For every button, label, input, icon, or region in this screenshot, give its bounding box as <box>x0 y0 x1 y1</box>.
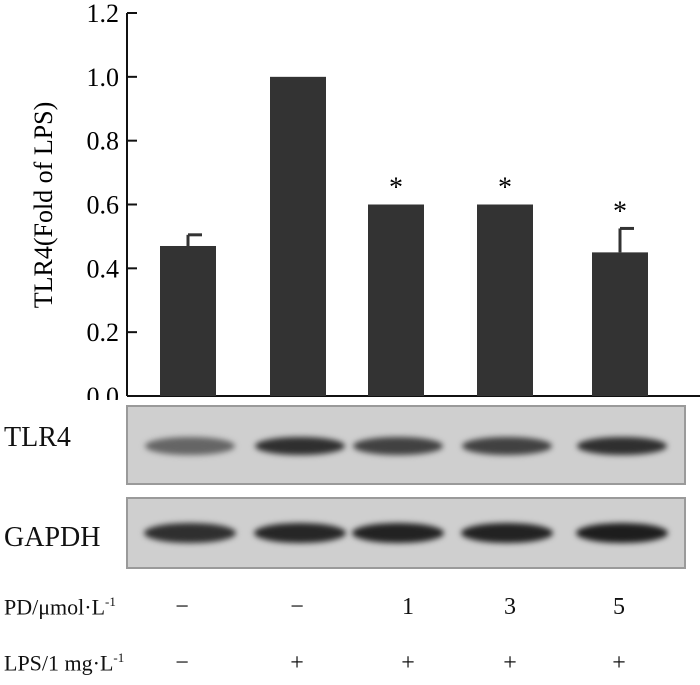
pd-value: 5 <box>613 594 625 620</box>
lps-value: − <box>175 650 189 676</box>
gapdh-blot-label: GAPDH <box>4 522 101 553</box>
blot-band <box>577 437 667 455</box>
bars-group: * * * <box>160 76 648 396</box>
lps-value: + <box>290 650 304 676</box>
y-tick-label: 1.0 <box>87 63 120 92</box>
y-tick-label: 1.2 <box>87 0 120 28</box>
bar <box>160 245 216 396</box>
y-tick-label: 0.4 <box>87 254 120 283</box>
lps-value: + <box>401 650 415 676</box>
bar <box>477 204 533 396</box>
lps-value: + <box>612 650 626 676</box>
lps-value: + <box>503 650 517 676</box>
blot-band <box>145 437 235 455</box>
pd-value: − <box>290 594 304 620</box>
y-tick-label: 0.0 <box>87 382 120 400</box>
bar <box>368 204 424 396</box>
bar <box>592 252 648 396</box>
blot-band <box>144 523 236 543</box>
bar-chart: 0.0 0.2 0.4 0.6 0.8 1.0 1.2 * * * TLR4(Fold of L… <box>29 0 700 400</box>
significance-marker: * <box>389 173 403 204</box>
blot-band <box>352 523 444 543</box>
gapdh-blot-image <box>126 497 686 569</box>
y-axis-label: TLR4(Fold of LPS) <box>29 102 58 309</box>
blot-band <box>462 437 552 455</box>
pd-row-label: PD/μmol·L-1 <box>4 594 116 620</box>
pd-value: 1 <box>402 594 414 620</box>
y-tick-label: 0.6 <box>87 191 120 220</box>
pd-value: − <box>175 594 189 620</box>
significance-marker: * <box>498 173 512 204</box>
pd-value: 3 <box>504 594 516 620</box>
y-tick-label: 0.8 <box>87 127 120 156</box>
blot-band <box>353 437 443 455</box>
blot-band <box>461 523 553 543</box>
blot-band <box>255 437 345 455</box>
tlr4-blot-label: TLR4 <box>4 422 71 453</box>
y-axis: 0.0 0.2 0.4 0.6 0.8 1.0 1.2 <box>87 0 700 400</box>
y-tick-label: 0.2 <box>87 318 120 347</box>
bar <box>270 76 326 396</box>
blot-band <box>576 523 668 543</box>
lps-row-label: LPS/1 mg·L-1 <box>4 650 125 676</box>
tlr4-blot-image <box>126 405 686 485</box>
blot-band <box>254 523 346 543</box>
significance-marker: * <box>613 196 627 227</box>
